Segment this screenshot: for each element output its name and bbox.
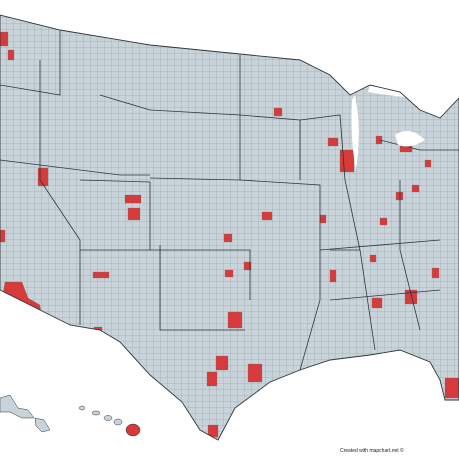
hawaii bbox=[78, 405, 141, 437]
credit: Created with mapchart.net © bbox=[340, 447, 404, 454]
lake-michigan bbox=[351, 95, 359, 170]
state-lines bbox=[0, 30, 459, 371]
alaska bbox=[0, 394, 51, 433]
lake-huron bbox=[395, 131, 425, 147]
